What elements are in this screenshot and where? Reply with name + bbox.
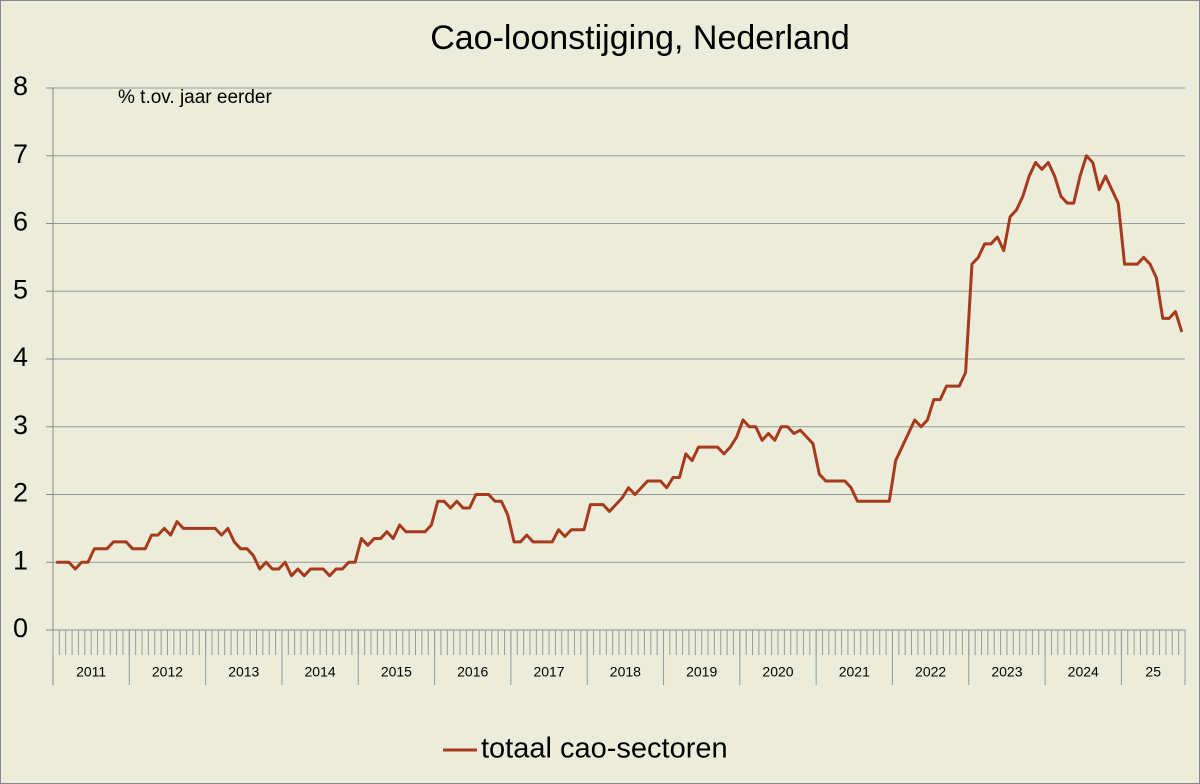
x-group-label: 2014: [305, 664, 336, 680]
x-group-label: 2015: [381, 664, 412, 680]
y-tick-label: 6: [13, 207, 28, 237]
y-tick-label: 1: [13, 545, 28, 575]
x-group-label: 2023: [991, 664, 1022, 680]
x-group-label: 2020: [762, 664, 793, 680]
annotation: % t.ov. jaar eerder: [118, 87, 273, 108]
legend-label: totaal cao-sectoren: [481, 733, 728, 765]
x-group-label: 2024: [1068, 664, 1099, 680]
x-group-label: 25: [1145, 664, 1161, 680]
y-tick-label: 0: [13, 613, 28, 643]
x-group-label: 2016: [457, 664, 488, 680]
x-group-label: 2013: [228, 664, 259, 680]
y-tick-label: 5: [13, 274, 28, 304]
y-tick-label: 2: [13, 478, 28, 508]
x-group-label: 2021: [839, 664, 870, 680]
y-tick-label: 3: [13, 410, 28, 440]
x-group-label: 2022: [915, 664, 946, 680]
x-group-label: 2019: [686, 664, 717, 680]
chart-title: Cao-loonstijging, Nederland: [430, 19, 850, 57]
y-tick-label: 7: [13, 139, 28, 169]
x-group-label: 2017: [533, 664, 564, 680]
x-group-label: 2011: [76, 664, 106, 680]
x-group-label: 2012: [152, 664, 183, 680]
data-line: [56, 154, 1184, 578]
y-tick-label: 4: [13, 342, 28, 372]
y-tick-label: 8: [13, 71, 28, 101]
x-group-label: 2018: [610, 664, 641, 680]
